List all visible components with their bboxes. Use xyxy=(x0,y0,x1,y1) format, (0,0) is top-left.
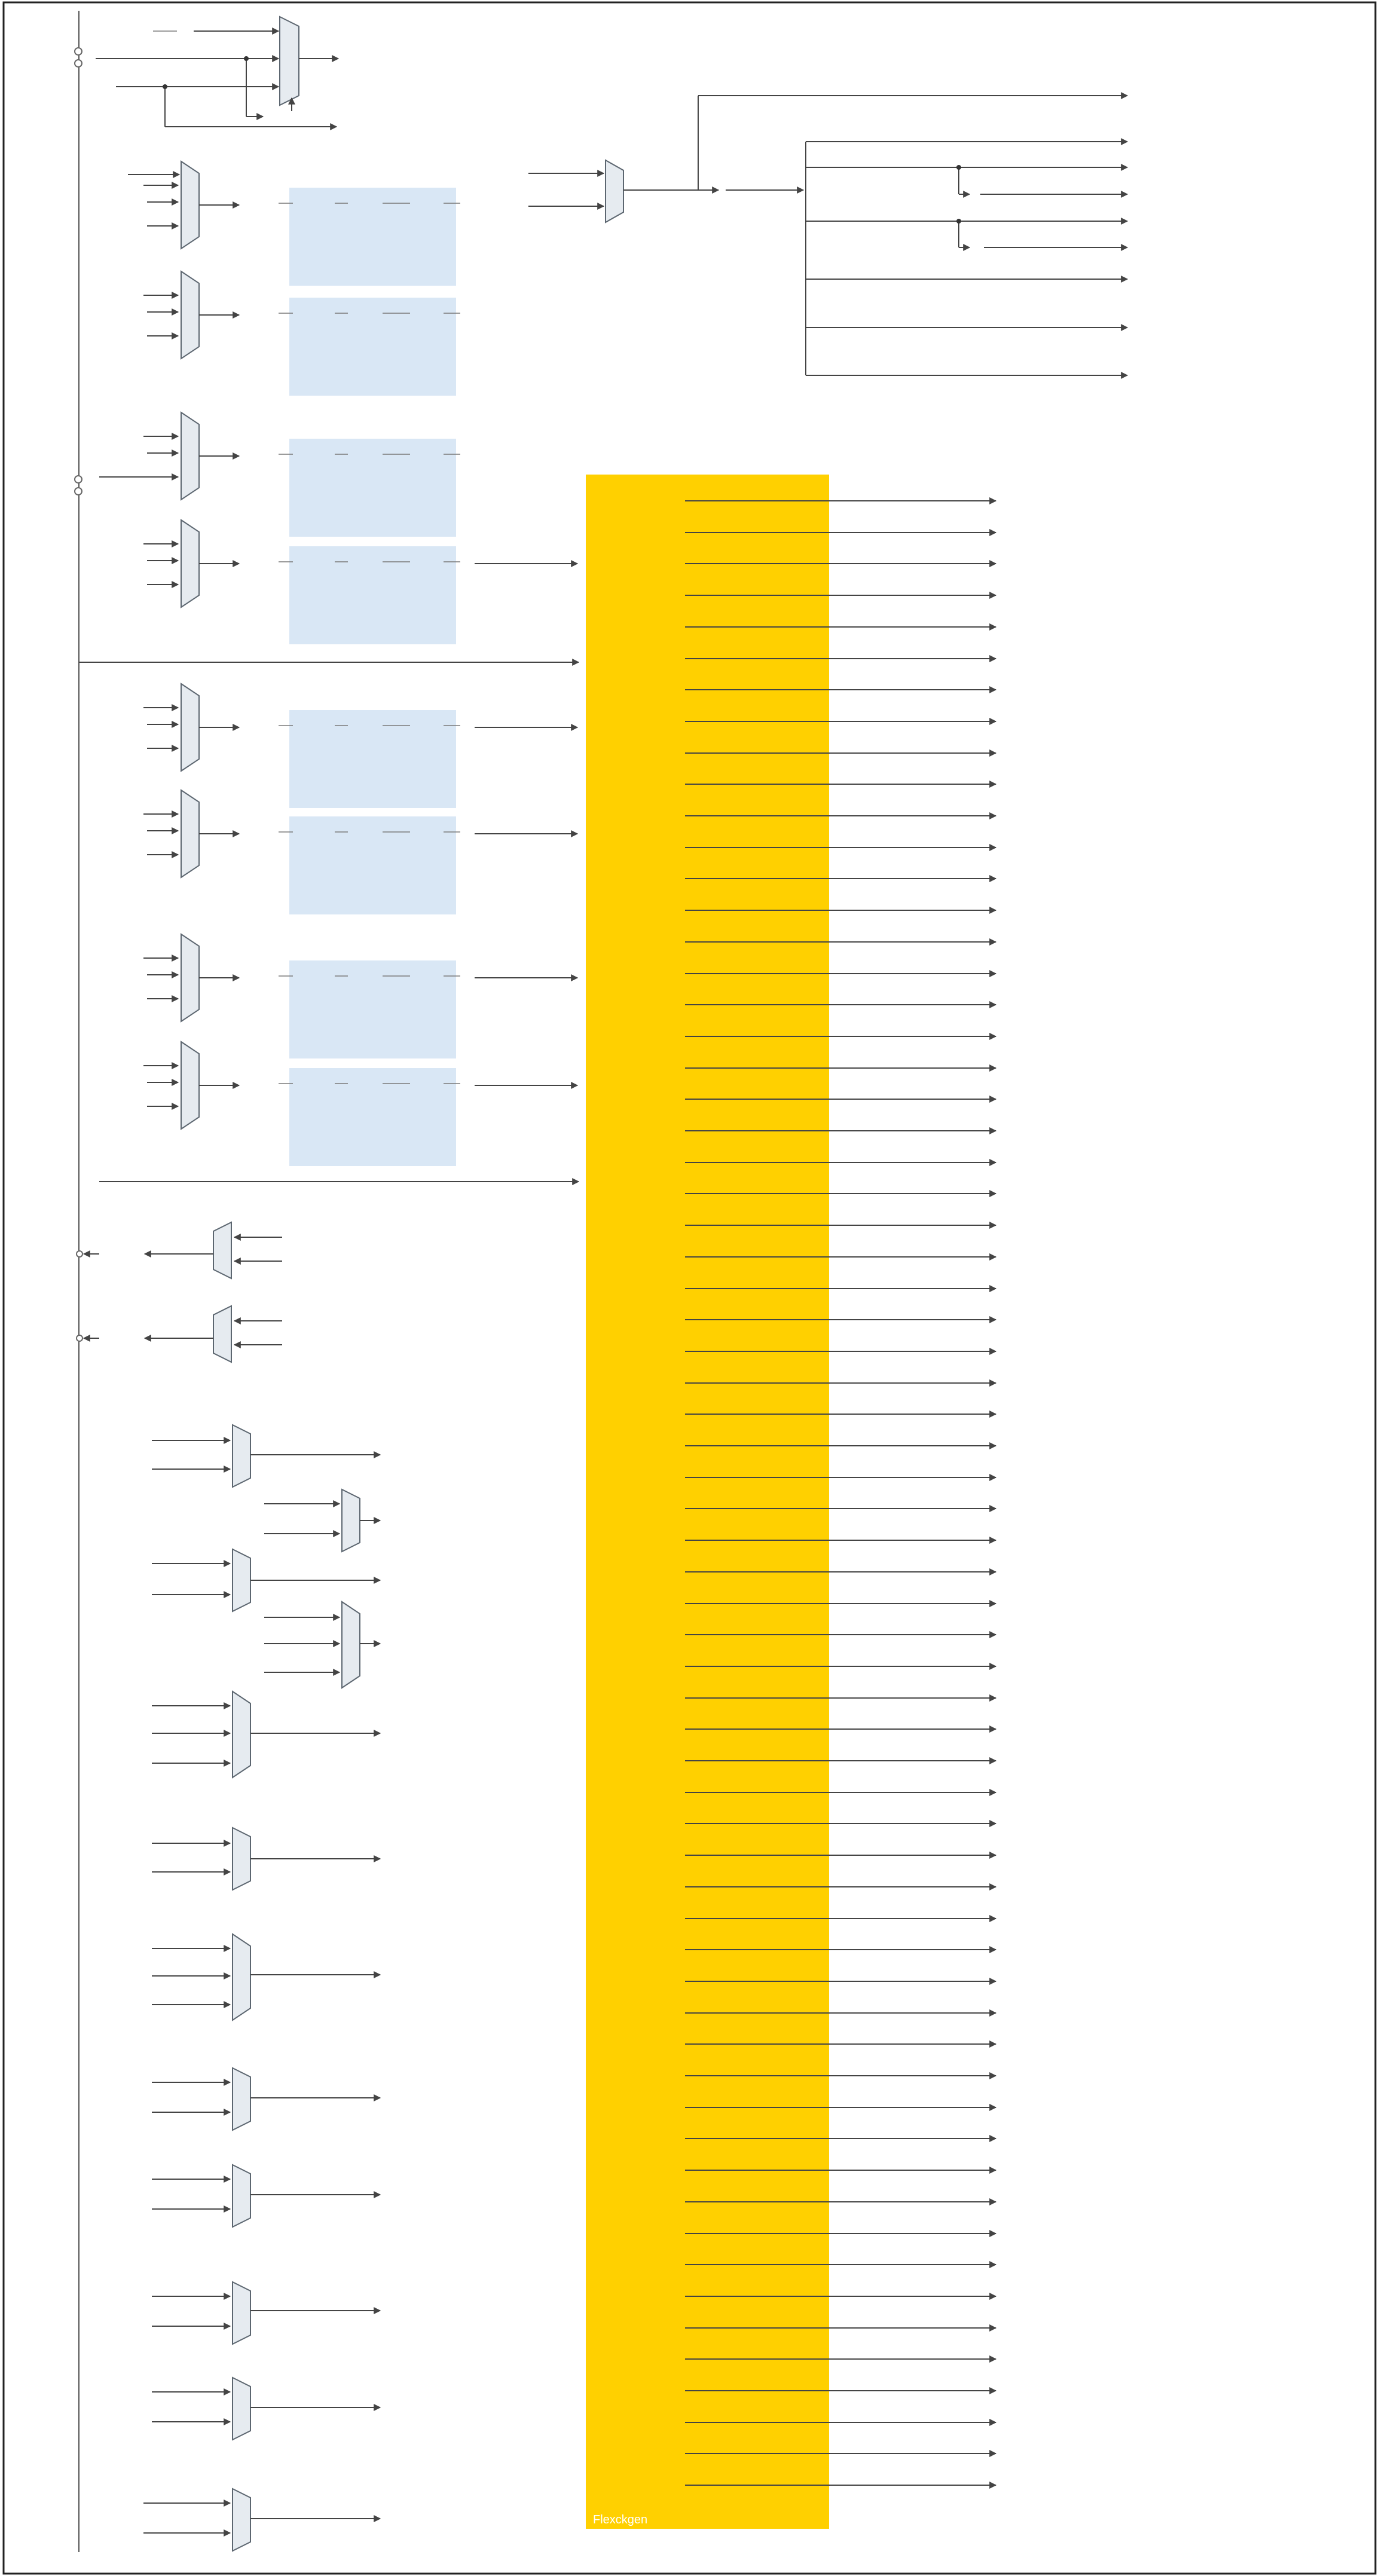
clock-block xyxy=(289,188,456,286)
input-mux xyxy=(181,683,200,772)
mux-top xyxy=(279,16,299,106)
output-mux-group xyxy=(264,1488,381,1553)
mux-main-selector xyxy=(605,159,624,224)
output-mux xyxy=(341,1488,360,1553)
input-mux xyxy=(181,933,200,1023)
output-mux xyxy=(232,2488,251,2552)
flexgen-output-lines xyxy=(685,497,997,2489)
clock-block-group xyxy=(143,933,579,1058)
junction-dot xyxy=(956,219,961,224)
output-mux-group xyxy=(152,1690,381,1779)
source-port xyxy=(74,475,82,484)
clock-block-group xyxy=(143,1041,579,1166)
direct-inputs-to-flexgen xyxy=(79,659,580,1185)
output-mux xyxy=(232,2376,251,2441)
output-mux xyxy=(232,2281,251,2345)
top-right-distribution xyxy=(528,92,1129,379)
clock-block-group xyxy=(99,411,460,537)
output-mux-group xyxy=(152,2281,381,2345)
junction-dot xyxy=(244,56,249,61)
clock-block xyxy=(289,546,456,644)
mux-return-2 xyxy=(213,1305,232,1363)
top-mux-cluster xyxy=(96,16,340,130)
output-mux-group xyxy=(143,2488,381,2552)
source-port xyxy=(74,59,82,68)
clock-block-group xyxy=(143,789,579,914)
mux-return-1 xyxy=(213,1221,232,1280)
clock-block-group xyxy=(143,270,460,396)
output-mux-group xyxy=(152,1548,381,1613)
clock-block xyxy=(289,298,456,396)
output-mux-group xyxy=(152,1424,381,1488)
output-mux xyxy=(232,1548,251,1613)
input-mux xyxy=(181,1041,200,1130)
input-mux xyxy=(181,160,200,250)
clock-block-group xyxy=(143,519,579,644)
input-mux xyxy=(181,789,200,879)
output-mux xyxy=(341,1601,360,1689)
return-port xyxy=(76,1250,83,1258)
output-mux-list xyxy=(143,1424,381,2552)
output-mux-group xyxy=(264,1601,381,1689)
output-mux-group xyxy=(152,2164,381,2228)
clock-block-groups xyxy=(99,160,579,1166)
source-port xyxy=(74,487,82,495)
output-mux-group xyxy=(152,1827,381,1891)
clock-block xyxy=(289,816,456,914)
return-mux-cluster xyxy=(76,1221,282,1363)
input-mux xyxy=(181,411,200,501)
output-mux-group xyxy=(152,1933,381,2021)
clock-block xyxy=(289,439,456,537)
clock-block xyxy=(289,1068,456,1166)
clock-block-group xyxy=(143,683,579,808)
output-mux xyxy=(232,2067,251,2131)
input-mux xyxy=(181,519,200,608)
clock-block xyxy=(289,960,456,1058)
output-mux xyxy=(232,1933,251,2021)
return-port xyxy=(76,1335,83,1342)
junction-dot xyxy=(956,165,961,170)
output-mux-group xyxy=(152,2376,381,2441)
clock-block-group xyxy=(143,160,460,286)
output-mux-group xyxy=(152,2067,381,2131)
output-mux xyxy=(232,1424,251,1488)
top-source-ports xyxy=(74,47,82,495)
flexgen-block xyxy=(586,475,829,2529)
junction-dot xyxy=(163,84,167,89)
output-mux xyxy=(232,1827,251,1891)
output-mux xyxy=(232,1690,251,1779)
clock-block xyxy=(289,710,456,808)
source-port xyxy=(74,47,82,56)
output-mux xyxy=(232,2164,251,2228)
flexgen-label: Flexckgen xyxy=(593,2513,647,2526)
input-mux xyxy=(181,270,200,360)
